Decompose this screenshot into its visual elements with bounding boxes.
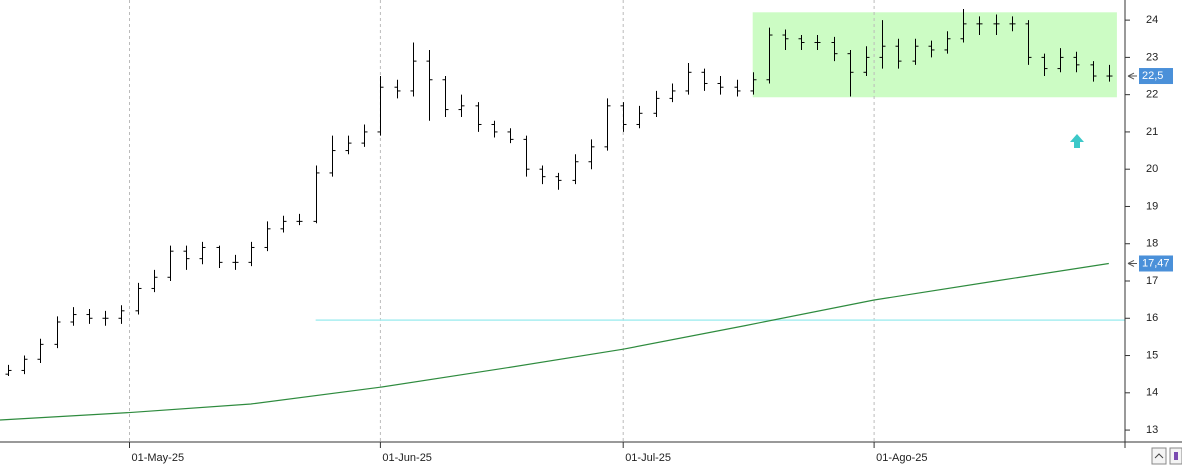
y-tick-label: 23	[1146, 51, 1158, 63]
y-axis: 13 14 15 16 17 18 19 20 21 22 23 24 22,5 17,47	[1125, 14, 1173, 436]
y-tick-label: 16	[1146, 312, 1158, 324]
price-marker-label: 17,47	[1142, 257, 1170, 269]
price-marker-pointer	[1127, 72, 1137, 80]
y-tick-label: 24	[1146, 14, 1158, 26]
zoom-icon	[1154, 453, 1164, 459]
y-tick-label: 19	[1146, 200, 1158, 212]
zoom-button[interactable]	[1151, 447, 1167, 465]
x-tick-label: 01-Jul-25	[625, 452, 671, 464]
y-tick-label: 22	[1146, 89, 1158, 101]
price-marker	[1139, 255, 1173, 272]
y-tick-label: 14	[1146, 387, 1158, 399]
price-marker-label: 22,5	[1142, 70, 1163, 82]
x-tick-label: 01-May-25	[131, 452, 184, 464]
price-marker-pointer	[1127, 260, 1137, 267]
y-tick-label: 17	[1146, 275, 1158, 287]
settings-icon	[1174, 452, 1178, 460]
y-tick-label: 18	[1146, 238, 1158, 250]
highlight-zone	[752, 12, 1117, 98]
up-arrow-icon	[1070, 134, 1084, 148]
moving-average-line	[0, 262, 1109, 421]
x-tick-label: 01-Ago-25	[876, 452, 927, 464]
y-tick-label: 13	[1146, 424, 1158, 436]
price-marker	[1139, 68, 1173, 85]
y-tick-label: 21	[1146, 126, 1158, 138]
y-tick-label: 20	[1146, 163, 1158, 175]
y-tick-label: 15	[1146, 349, 1158, 361]
x-tick-label: 01-Jun-25	[382, 452, 432, 464]
